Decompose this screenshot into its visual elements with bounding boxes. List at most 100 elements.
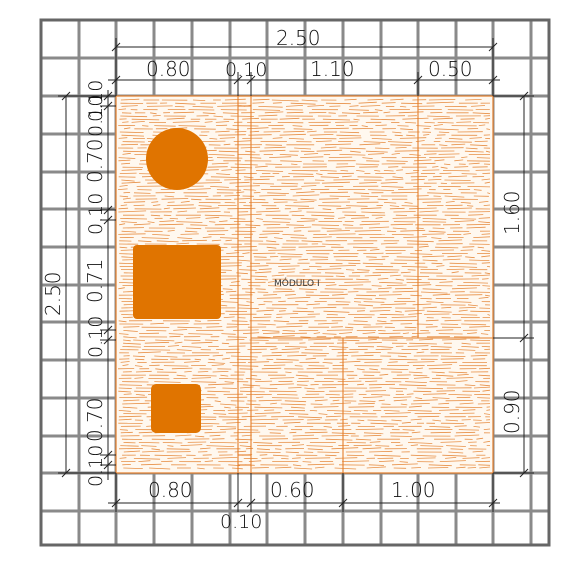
- wood-grain-stroke: [414, 159, 432, 162]
- wood-grain-stroke: [449, 262, 477, 265]
- wood-grain-stroke: [300, 156, 324, 158]
- wood-grain-stroke: [274, 466, 292, 469]
- wood-grain-stroke: [326, 230, 350, 232]
- wood-grain-stroke: [187, 188, 211, 190]
- wood-grain-stroke: [478, 124, 486, 126]
- wood-grain-stroke: [406, 134, 416, 137]
- wood-grain-stroke: [192, 374, 217, 377]
- wood-grain-stroke: [404, 309, 425, 312]
- top-total-dimension: 2.50: [276, 26, 321, 50]
- wood-grain-stroke: [401, 421, 411, 424]
- wood-grain-stroke: [206, 326, 223, 328]
- wood-grain-stroke: [166, 204, 194, 206]
- wood-grain-stroke: [123, 330, 138, 332]
- wood-grain-stroke: [479, 466, 491, 469]
- dimension-tick: [103, 450, 113, 460]
- wood-grain-stroke: [478, 464, 491, 466]
- wood-grain-stroke: [230, 166, 253, 169]
- dimension-tick: [111, 42, 121, 52]
- wood-grain-stroke: [485, 150, 491, 153]
- wood-grain-stroke: [241, 434, 252, 437]
- wood-grain-stroke: [404, 202, 413, 204]
- wood-grain-stroke: [460, 249, 474, 251]
- wood-grain-stroke: [182, 355, 210, 357]
- wood-grain-stroke: [461, 342, 471, 345]
- wood-grain-stroke: [167, 345, 180, 347]
- wood-grain-stroke: [444, 319, 462, 322]
- wood-grain-stroke: [422, 169, 440, 171]
- wood-grain-stroke: [141, 237, 169, 239]
- wood-grain-stroke: [473, 236, 491, 238]
- wood-grain-stroke: [431, 237, 442, 239]
- wood-grain-stroke: [200, 447, 211, 450]
- wood-grain-stroke: [118, 108, 127, 110]
- wood-grain-stroke: [425, 319, 439, 322]
- wood-grain-stroke: [176, 349, 192, 351]
- wood-grain-stroke: [427, 467, 449, 469]
- wood-grain-stroke: [477, 397, 491, 399]
- wood-grain-stroke: [265, 163, 282, 165]
- wood-grain-stroke: [123, 342, 141, 345]
- wood-grain-stroke: [394, 134, 403, 137]
- dimension-tick: [246, 75, 256, 85]
- wood-grain-stroke: [448, 175, 468, 178]
- wood-grain-stroke: [162, 442, 183, 444]
- wood-grain-stroke: [155, 368, 164, 371]
- wood-grain-stroke: [300, 198, 317, 201]
- wood-grain-stroke: [422, 288, 442, 290]
- wood-grain-stroke: [486, 409, 491, 411]
- wood-grain-stroke: [312, 236, 332, 238]
- wood-grain-stroke: [362, 157, 373, 159]
- wood-grain-stroke: [385, 412, 411, 414]
- wood-grain-stroke: [322, 333, 337, 335]
- wood-grain-stroke: [478, 374, 491, 377]
- wood-grain-stroke: [401, 266, 428, 268]
- left-dimension-4: 0.10: [85, 193, 107, 235]
- wood-grain-stroke: [154, 454, 182, 457]
- wood-grain-stroke: [483, 440, 491, 443]
- wood-grain-stroke: [471, 105, 486, 107]
- wood-grain-stroke: [370, 118, 396, 121]
- wood-panel: MÓDULO I: [115, 95, 494, 474]
- wood-grain-stroke: [359, 223, 381, 226]
- wood-grain-stroke: [340, 418, 348, 421]
- wood-grain-stroke: [224, 98, 246, 101]
- wood-grain-stroke: [368, 338, 377, 341]
- wood-grain-stroke: [290, 237, 307, 239]
- wood-grain-stroke: [226, 128, 240, 130]
- wood-grain-stroke: [361, 211, 385, 214]
- wood-grain-stroke: [288, 173, 314, 175]
- module-division-lines: [237, 95, 493, 473]
- wood-grain-stroke: [222, 357, 231, 360]
- wood-grain-stroke: [207, 390, 231, 393]
- wood-grain-stroke: [365, 390, 387, 392]
- wood-grain-stroke: [144, 341, 170, 344]
- wood-grain-stroke: [135, 370, 152, 373]
- wood-grain-stroke: [346, 205, 368, 207]
- wood-grain-stroke: [379, 282, 403, 284]
- wood-grain-stroke: [222, 418, 247, 421]
- wood-grain-stroke: [118, 210, 147, 213]
- wood-grain-stroke: [237, 154, 260, 156]
- wood-grain-stroke: [416, 387, 444, 390]
- wood-grain-stroke: [383, 202, 397, 204]
- wood-grain-stroke: [346, 442, 366, 444]
- wood-grain-stroke: [318, 413, 328, 415]
- wood-grain-stroke: [204, 121, 213, 123]
- wood-grain-stroke: [262, 332, 280, 334]
- wood-grain-stroke: [119, 457, 127, 459]
- wood-grain-stroke: [408, 405, 422, 408]
- wood-grain-stroke: [273, 320, 290, 323]
- wood-grain-stroke: [119, 223, 126, 226]
- wood-grain-stroke: [280, 403, 306, 406]
- wood-grain-stroke: [315, 140, 332, 142]
- wood-grain-stroke: [313, 406, 339, 408]
- wood-grain-stroke: [410, 403, 430, 405]
- wood-grain-stroke: [402, 117, 429, 120]
- wood-grain-stroke: [469, 259, 490, 261]
- wood-grain-stroke: [140, 463, 162, 466]
- wood-grain-stroke: [264, 146, 286, 149]
- wood-grain-stroke: [336, 355, 349, 357]
- wood-grain-stroke: [462, 409, 476, 411]
- wood-grain-stroke: [118, 418, 132, 421]
